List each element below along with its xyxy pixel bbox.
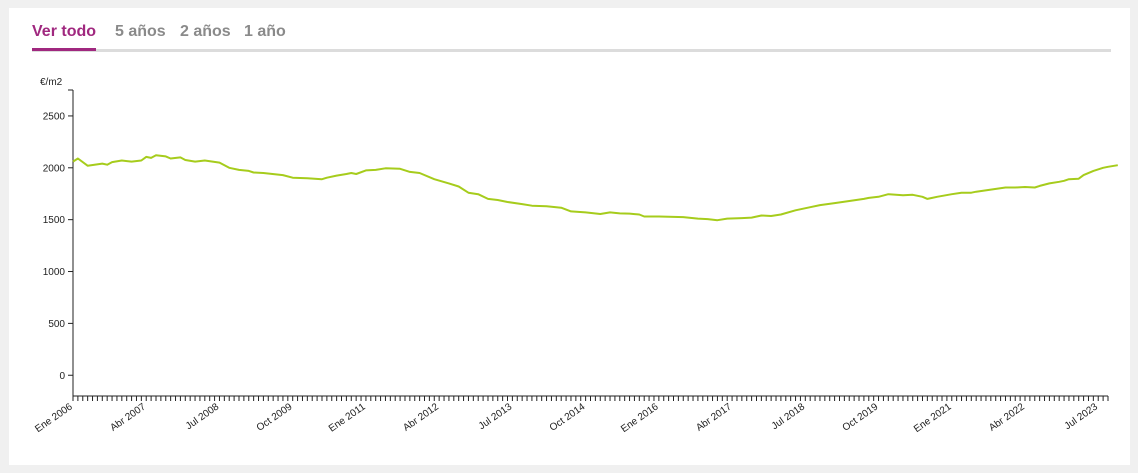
- y-axis-unit-label: €/m2: [40, 77, 63, 88]
- y-tick-label: 2500: [43, 111, 66, 122]
- y-tick-label: 2000: [43, 163, 66, 174]
- tab-ver-todo[interactable]: Ver todo: [32, 23, 97, 51]
- x-tick-label: Ene 2006: [33, 401, 75, 435]
- range-tabs: Ver todo 5 años 2 años 1 año: [32, 19, 1111, 52]
- y-tick-label: 500: [48, 319, 65, 330]
- x-tick-label: Abr 2012: [401, 401, 441, 434]
- x-tick-label: Ene 2016: [619, 401, 661, 435]
- x-tick-label: Jul 2013: [477, 401, 515, 432]
- tab-2-anos[interactable]: 2 años: [180, 23, 231, 40]
- y-tick-label: 0: [59, 371, 65, 382]
- x-tick-label: Abr 2022: [987, 401, 1027, 434]
- x-tick-label: Jul 2008: [184, 401, 222, 432]
- x-tick-label: Oct 2009: [255, 401, 295, 434]
- x-tick-label: Ene 2021: [912, 401, 954, 435]
- x-tick-label: Oct 2014: [548, 401, 588, 434]
- y-axis: 0 500 1000 1500 2000 2500: [43, 89, 74, 396]
- tab-1-ano[interactable]: 1 año: [244, 23, 286, 40]
- x-tick-label: Jul 2018: [770, 401, 808, 432]
- x-tick-label: Abr 2007: [108, 401, 148, 434]
- series-group: [72, 154, 1118, 222]
- chart-card: Ver todo 5 años 2 años 1 año: [9, 8, 1130, 465]
- y-tick-label: 1000: [43, 267, 66, 278]
- price-series-line: [72, 154, 1118, 222]
- x-tick-label: Abr 2017: [694, 401, 734, 434]
- tab-5-anos[interactable]: 5 años: [115, 23, 166, 40]
- x-tick-label: Jul 2023: [1063, 401, 1101, 432]
- y-tick-label: 1500: [43, 215, 66, 226]
- x-tick-label: Ene 2011: [327, 401, 368, 434]
- x-axis: Ene 2006 Abr 2007 Jul 2008 Oct 2009 Ene 2011…: [33, 395, 1109, 435]
- x-tick-label: Oct 2019: [841, 401, 881, 434]
